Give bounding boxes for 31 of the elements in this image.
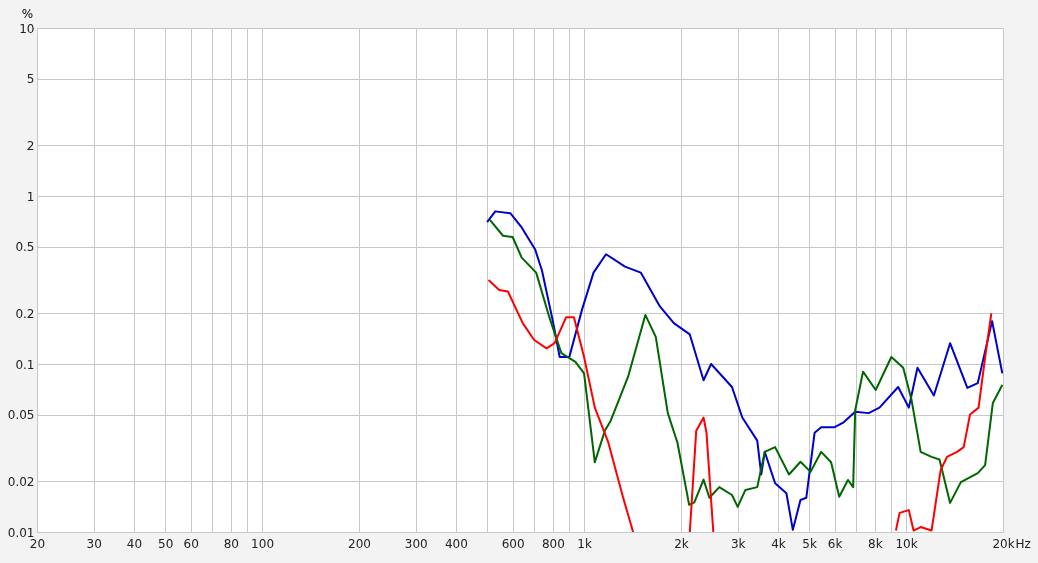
x-tick-label: 40 [126, 536, 143, 551]
y-tick-label: 0.5 [15, 240, 35, 255]
y-axis-title: % [21, 6, 34, 21]
x-tick-label: 60 [183, 536, 199, 551]
y-tick-label: 0.02 [7, 474, 35, 489]
x-tick-label: 80 [223, 536, 239, 551]
x-tick-label: 2k [674, 536, 689, 551]
x-tick-label: 6k [827, 536, 843, 551]
x-tick-label: 300 [404, 536, 428, 551]
x-tick-label: 3k [730, 536, 746, 551]
x-tick-label: 600 [501, 536, 525, 551]
y-tick-label: 0.05 [7, 408, 35, 423]
x-tick-label: 200 [348, 536, 371, 551]
x-tick-label: 400 [444, 536, 468, 551]
x-tick-label: 50 [158, 536, 174, 551]
x-tick-label: 30 [86, 536, 102, 551]
y-tick-label: 1 [26, 189, 35, 204]
y-tick-label: 2 [26, 138, 35, 153]
x-tick-label: 100 [251, 536, 275, 551]
y-tick-label: 0.1 [15, 357, 35, 372]
x-axis-title: Hz [1015, 536, 1031, 551]
y-tick-label: 10 [19, 21, 35, 36]
x-tick-label: 20k [992, 536, 1015, 551]
x-tick-label: 10k [895, 536, 918, 551]
x-tick-label: 4k [771, 536, 786, 551]
x-tick-label: 1k [577, 536, 592, 551]
y-tick-label: 0.2 [15, 306, 35, 321]
x-tick-label: 5k [802, 536, 817, 551]
y-tick-label: 5 [26, 72, 35, 87]
x-tick-label: 800 [541, 536, 565, 551]
x-tick-label: 8k [868, 536, 883, 551]
